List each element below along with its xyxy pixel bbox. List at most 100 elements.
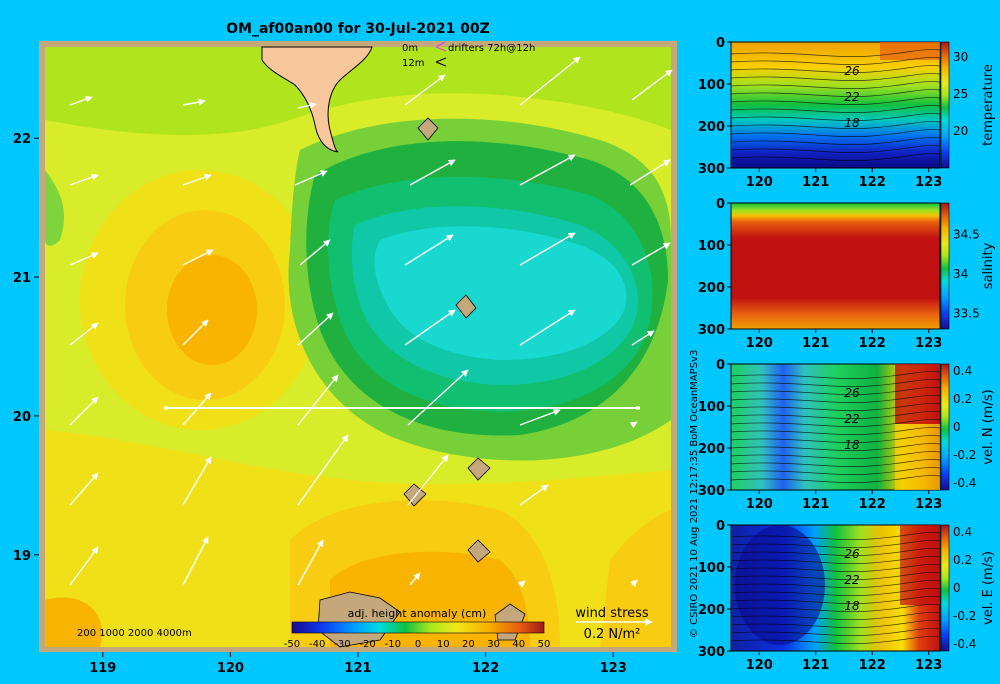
section-colorbar-tick-label: 25 xyxy=(953,87,968,101)
colorbar-tick-label: 40 xyxy=(512,639,525,650)
wind-arrow xyxy=(631,242,671,266)
section-contour xyxy=(730,387,941,395)
wind-arrow xyxy=(182,319,209,346)
colorbar-label: adj. height anomaly (cm) xyxy=(348,607,487,620)
section-contour xyxy=(730,620,941,628)
section-colorbar-tick-label: 34.5 xyxy=(953,228,980,242)
section-colorbar-tick-label: -0.2 xyxy=(953,609,976,623)
section-x-tick-label: 122 xyxy=(859,336,886,351)
section-ylabel: vel. E (m/s) xyxy=(981,551,996,625)
wind-stress-vectors xyxy=(69,56,673,588)
section-vel-patch xyxy=(895,364,940,424)
section-colorbar-tick-label: 0.2 xyxy=(953,553,972,567)
wind-arrow xyxy=(409,159,456,186)
section-x-tick-label: 123 xyxy=(915,175,942,190)
wind-arrow xyxy=(69,472,99,506)
section-colorbar-tick-label: -0.2 xyxy=(953,448,976,462)
section-contour-label: 26 xyxy=(844,64,860,78)
field-contour-lime xyxy=(45,47,671,135)
section-contour xyxy=(730,588,941,596)
colorbar xyxy=(291,621,545,634)
land-taiwan xyxy=(261,46,373,153)
cold-eddy-core xyxy=(374,226,627,360)
colorbar-tick-label: -40 xyxy=(309,639,325,650)
map-lat-tick-label: 20 xyxy=(13,410,31,425)
section-contour-label: 22 xyxy=(844,90,859,104)
warm-eddy-core xyxy=(167,255,257,365)
field-contour-green-west xyxy=(45,170,65,246)
land-island-3 xyxy=(467,457,491,481)
section-y-tick-label: 100 xyxy=(698,78,725,93)
credit-text: © CSIRO 2021 10 Aug 2021 12:17:35 BoM Oc… xyxy=(689,350,700,638)
section-contour-label: 22 xyxy=(844,412,859,426)
section-contour-label: 18 xyxy=(844,438,860,452)
section-x-tick-label: 122 xyxy=(859,497,886,512)
section-field xyxy=(730,202,941,330)
section-x-tick-label: 121 xyxy=(802,658,829,673)
wind-arrow xyxy=(629,421,638,429)
section-field xyxy=(730,41,941,169)
wind-arrow xyxy=(294,170,328,186)
wind-arrow xyxy=(404,74,446,106)
map-lat-tick-label: 21 xyxy=(13,271,31,286)
section-x-tick-label: 120 xyxy=(746,497,773,512)
section-y-tick-label: 200 xyxy=(698,603,725,618)
section-contour xyxy=(730,427,941,435)
section-y-tick-label: 200 xyxy=(698,442,725,457)
section-panel-3: 26 22 18 120 121 122 123 0 100 200 300 0.4 0.2 0 -0.2 -… xyxy=(698,519,996,673)
section-warm-patch xyxy=(880,42,940,60)
section-x-tick-label: 123 xyxy=(915,658,942,673)
section-contour xyxy=(730,556,941,564)
wind-arrow xyxy=(519,408,561,426)
section-colorbar-tick-label: -0.4 xyxy=(953,637,976,651)
land-island-5 xyxy=(467,539,491,563)
section-contour xyxy=(730,145,941,153)
section-y-tick-label: 300 xyxy=(698,484,725,499)
section-contour xyxy=(730,451,941,459)
section-contour xyxy=(730,572,941,580)
map-field xyxy=(45,46,673,648)
section-colorbar-tick-label: 30 xyxy=(953,50,968,64)
section-vel-patch xyxy=(895,424,940,490)
wind-arrow xyxy=(409,572,421,586)
wind-arrow xyxy=(182,173,212,186)
section-y-tick-label: 100 xyxy=(698,400,725,415)
section-contour-label: 26 xyxy=(844,547,860,561)
wind-arrow xyxy=(69,546,99,586)
section-y-tick-label: 300 xyxy=(698,645,725,660)
section-x-tick-label: 121 xyxy=(802,497,829,512)
map-lon-tick-label: 119 xyxy=(89,661,116,676)
figure-title: OM_af00an00 for 30-Jul-2021 00Z xyxy=(226,21,490,37)
map-lon-tick-label: 121 xyxy=(344,661,371,676)
section-x-tick-label: 123 xyxy=(915,336,942,351)
section-contour xyxy=(730,129,941,137)
section-contour xyxy=(730,612,941,620)
section-contour xyxy=(730,604,941,612)
wind-arrow xyxy=(297,539,324,586)
section-x-tick-label: 122 xyxy=(859,175,886,190)
map-axes: 119 120 121 122 123 19 20 21 22 xyxy=(13,132,627,676)
section-y-tick-label: 300 xyxy=(698,323,725,338)
wind-arrow xyxy=(517,580,526,588)
colorbar-tick-label: 0 xyxy=(415,639,421,650)
section-ylabel: temperature xyxy=(981,64,996,146)
wind-arrow xyxy=(299,239,331,266)
section-colorbar-tick-label: 0.2 xyxy=(953,392,972,406)
colorbar-tick-label: -10 xyxy=(385,639,401,650)
wind-arrow xyxy=(631,330,655,346)
section-y-tick-label: 200 xyxy=(698,281,725,296)
map-lat-tick-label: 22 xyxy=(13,132,31,147)
colorbar-tick-label: 50 xyxy=(538,639,551,650)
section-contour xyxy=(730,540,941,548)
wind-arrow xyxy=(297,101,317,109)
section-contour xyxy=(730,73,941,81)
wind-arrow xyxy=(631,69,673,101)
section-contour xyxy=(730,411,941,419)
wind-arrow xyxy=(407,369,469,426)
section-contour xyxy=(730,548,941,556)
section-line-end-marker xyxy=(636,406,640,410)
section-contour-label: 18 xyxy=(844,599,860,613)
section-contour xyxy=(730,532,941,540)
wind-arrow xyxy=(69,95,93,106)
